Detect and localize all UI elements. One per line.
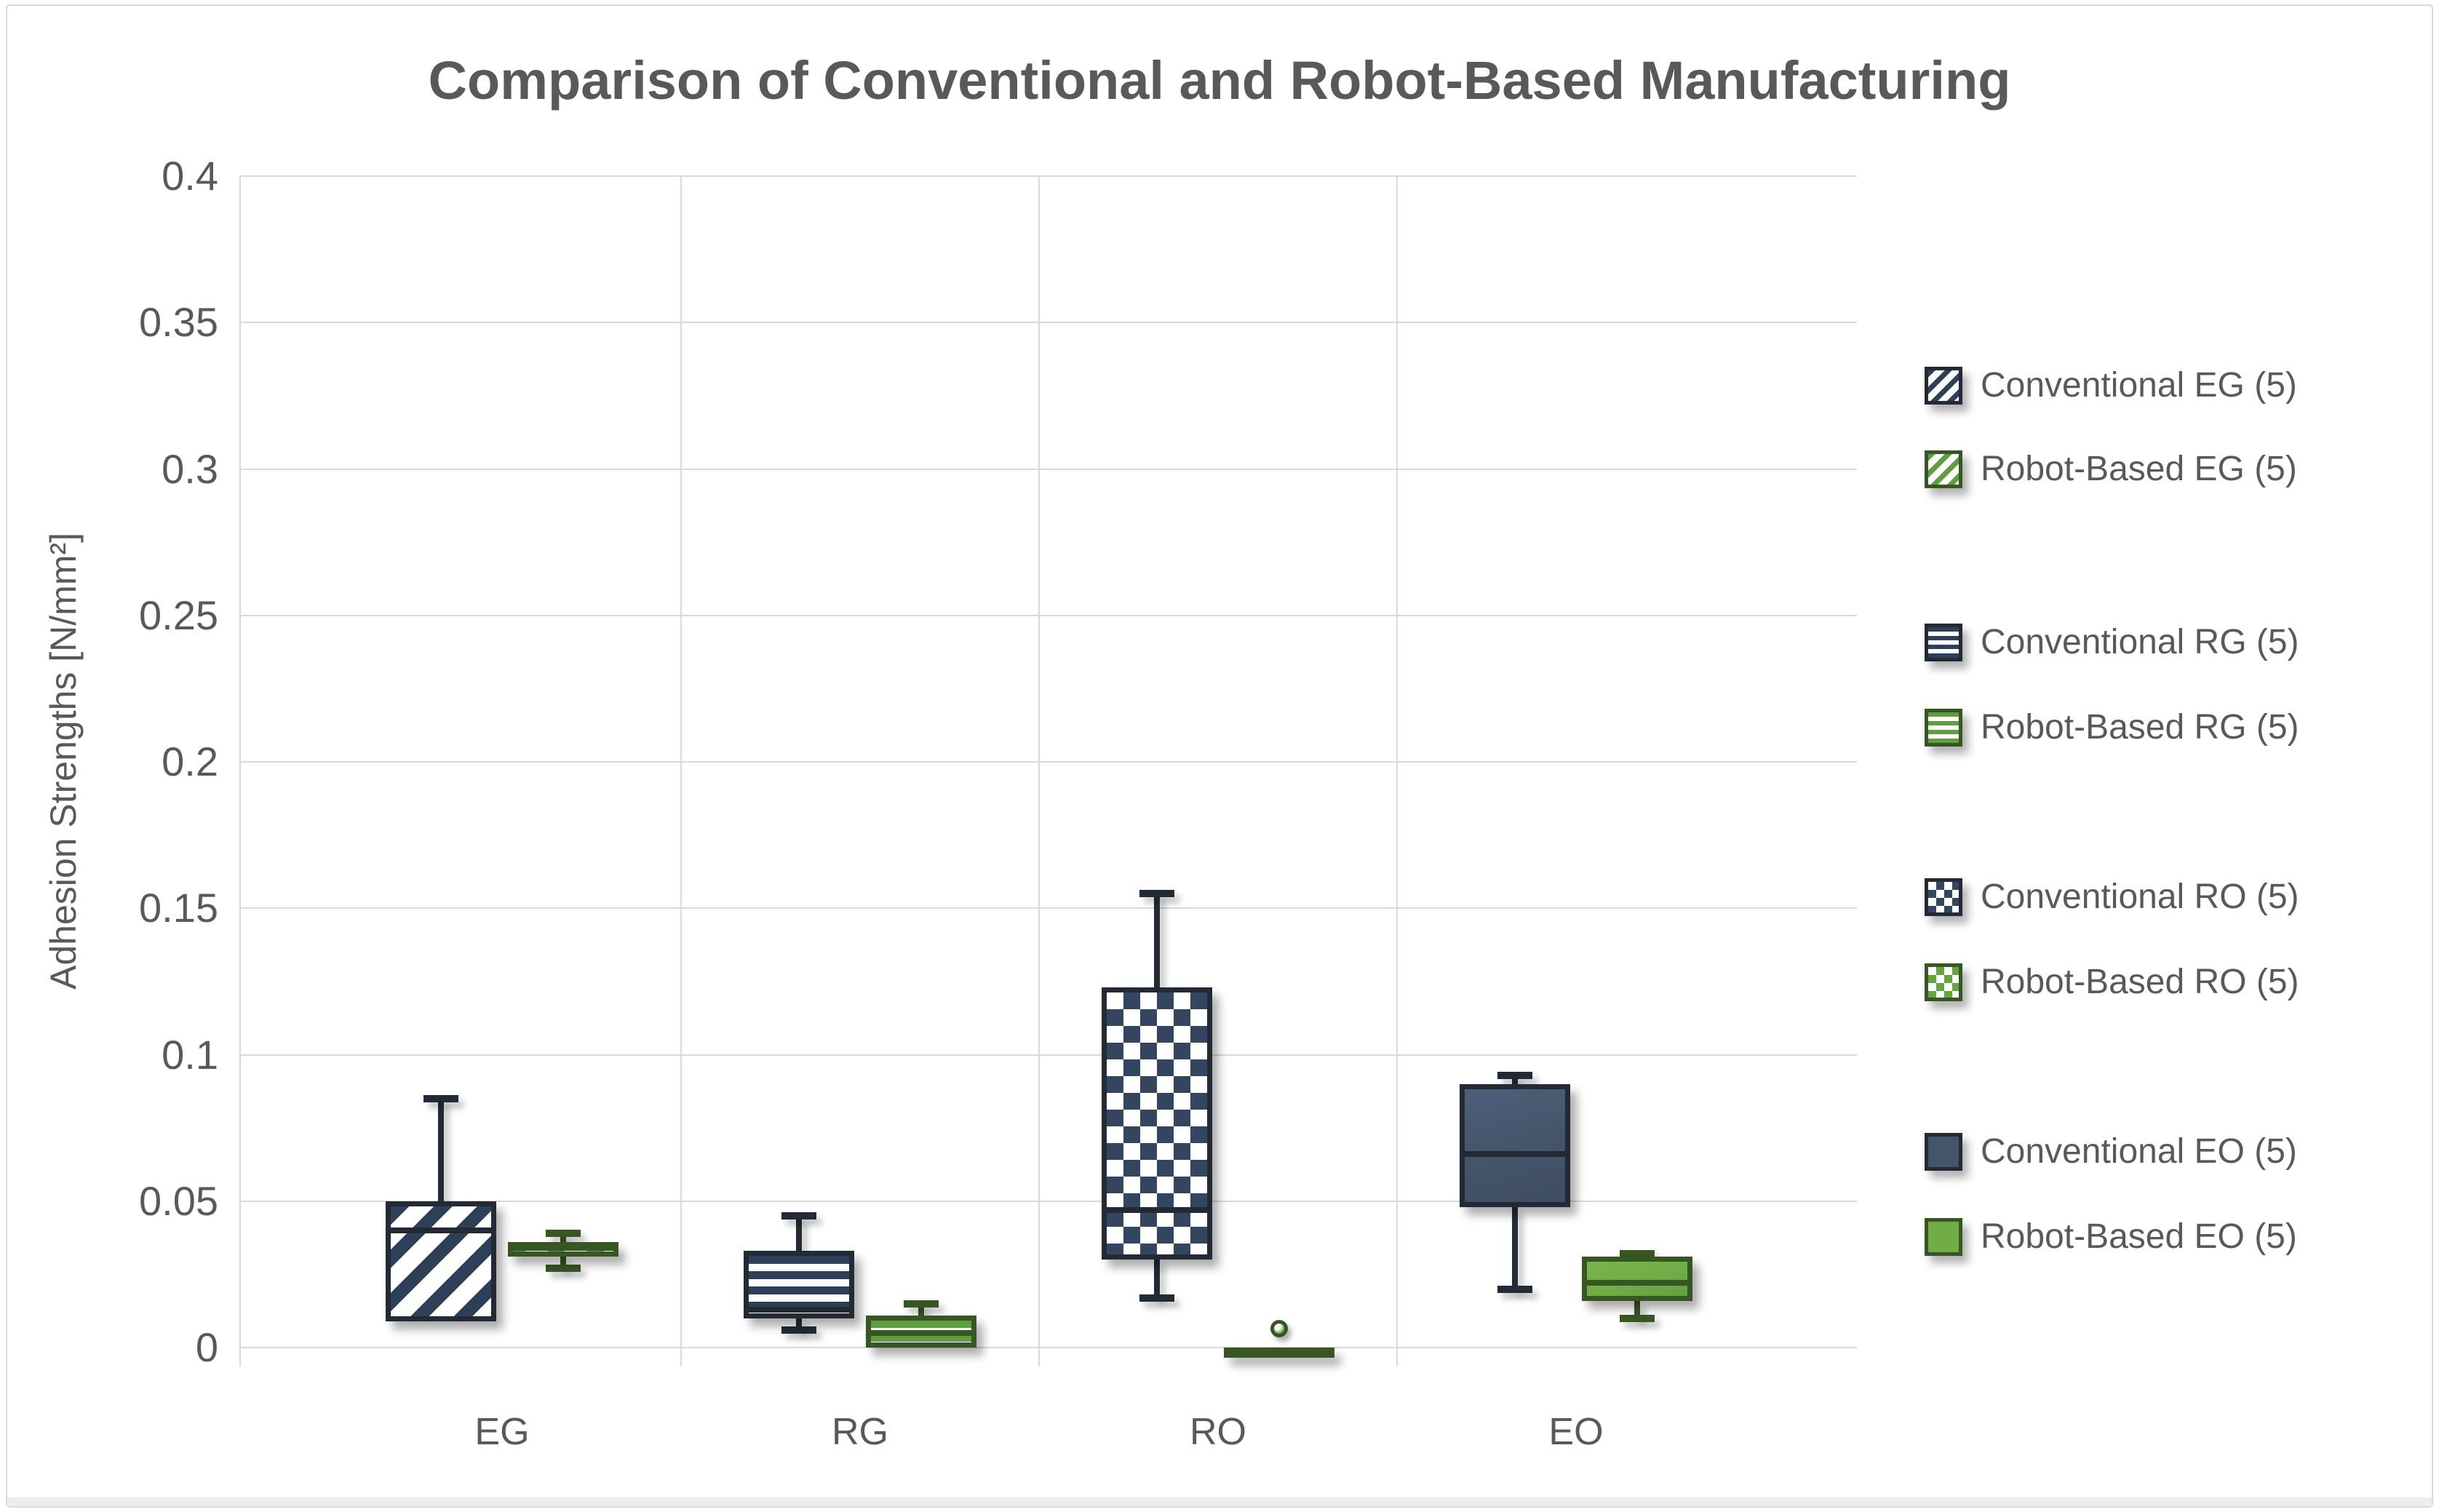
legend-swatch-checker-green: [1925, 963, 1962, 1001]
y-axis-tick-label: 0.35: [139, 299, 218, 346]
legend-label: Robot-Based EG (5): [1981, 450, 2297, 488]
lower-whisker-stem: [560, 1257, 566, 1269]
y-axis-tick-label: 0.05: [139, 1177, 218, 1224]
upper-whisker-stem: [918, 1303, 924, 1316]
lower-whisker-cap: [781, 1326, 816, 1334]
box-conventional-eg: [386, 1201, 496, 1321]
lower-whisker-stem: [1512, 1206, 1518, 1289]
y-axis-tick-label: 0.3: [162, 445, 218, 492]
y-axis-tick-label: 0.1: [162, 1031, 218, 1078]
chart-frame-bottom-strip: [7, 1497, 2432, 1506]
x-axis-category-label: RO: [1190, 1411, 1246, 1453]
lower-whisker-cap: [546, 1265, 581, 1273]
legend-swatch-horizontal-navy: [1925, 624, 1962, 661]
legend-swatch-diagonal-green: [1925, 450, 1962, 488]
y-axis-tick-label: 0.2: [162, 739, 218, 784]
upper-whisker-cap: [781, 1211, 816, 1219]
lower-whisker-cap: [1139, 1294, 1174, 1302]
x-axis-category-label: EO: [1548, 1411, 1604, 1453]
upper-whisker-cap: [1620, 1250, 1655, 1258]
box-robot-eo: [1582, 1257, 1692, 1301]
chart-title: Comparison of Conventional and Robot-Bas…: [428, 50, 2011, 111]
legend-label: Robot-Based RO (5): [1981, 963, 2299, 1001]
lower-whisker-cap: [1620, 1314, 1655, 1322]
outlier-point: [1270, 1319, 1288, 1337]
median-line: [513, 1245, 613, 1252]
legend-label: Robot-Based RG (5): [1981, 708, 2299, 747]
y-gridline: [240, 175, 1857, 177]
upper-whisker-cap: [904, 1300, 939, 1308]
upper-whisker-cap: [1497, 1071, 1532, 1079]
legend-swatch-checker-navy: [1925, 878, 1962, 916]
upper-whisker-stem: [796, 1215, 802, 1252]
legend-label: Conventional EO (5): [1981, 1132, 2297, 1171]
category-gridline: [680, 176, 682, 1366]
upper-whisker-stem: [1512, 1075, 1518, 1084]
box-robot-ro: [1224, 1348, 1334, 1358]
legend-swatch-horizontal-green: [1925, 709, 1962, 747]
lower-whisker-cap: [1497, 1285, 1532, 1293]
y-gridline: [240, 761, 1857, 763]
upper-whisker-stem: [560, 1233, 566, 1243]
box-conventional-eo: [1460, 1083, 1570, 1207]
median-line: [749, 1306, 849, 1313]
legend-label: Conventional RG (5): [1981, 623, 2299, 661]
y-axis-tick-label: 0.25: [139, 592, 218, 638]
legend-label: Robot-Based EO (5): [1981, 1217, 2297, 1256]
median-line: [391, 1227, 491, 1233]
upper-whisker-stem: [438, 1098, 444, 1201]
legend-swatch-diagonal-navy: [1925, 367, 1962, 405]
median-line: [871, 1329, 971, 1336]
y-gridline: [240, 322, 1857, 324]
legend-swatch-solid-green: [1925, 1218, 1962, 1256]
chart-frame: [6, 4, 2433, 1508]
median-line: [1107, 1206, 1207, 1213]
y-axis-tick-label: 0: [195, 1324, 218, 1370]
y-axis-tick-label: 0.4: [162, 153, 218, 199]
x-axis-category-label: RG: [832, 1411, 888, 1453]
category-gridline: [1038, 176, 1040, 1366]
y-gridline: [240, 1054, 1857, 1056]
y-axis-line: [239, 176, 241, 1366]
lower-whisker-stem: [1154, 1260, 1160, 1298]
y-gridline: [240, 1347, 1857, 1348]
y-gridline: [240, 614, 1857, 616]
category-gridline: [1396, 176, 1398, 1366]
y-gridline: [240, 1200, 1857, 1202]
upper-whisker-cap: [546, 1230, 581, 1238]
x-axis-category-label: EG: [474, 1411, 530, 1453]
median-line: [1587, 1280, 1687, 1286]
legend-label: Conventional EG (5): [1981, 366, 2297, 405]
y-axis-tick-label: 0.15: [139, 885, 218, 931]
upper-whisker-cap: [1139, 890, 1174, 898]
median-line: [1465, 1151, 1565, 1158]
legend-swatch-solid-navy: [1925, 1133, 1962, 1171]
legend-label: Conventional RO (5): [1981, 878, 2299, 916]
upper-whisker-stem: [1154, 894, 1160, 987]
y-gridline: [240, 468, 1857, 470]
lower-whisker-stem: [1634, 1300, 1640, 1318]
box-conventional-ro: [1102, 987, 1212, 1260]
y-gridline: [240, 907, 1857, 910]
lower-whisker-stem: [796, 1318, 802, 1330]
upper-whisker-cap: [423, 1094, 458, 1102]
